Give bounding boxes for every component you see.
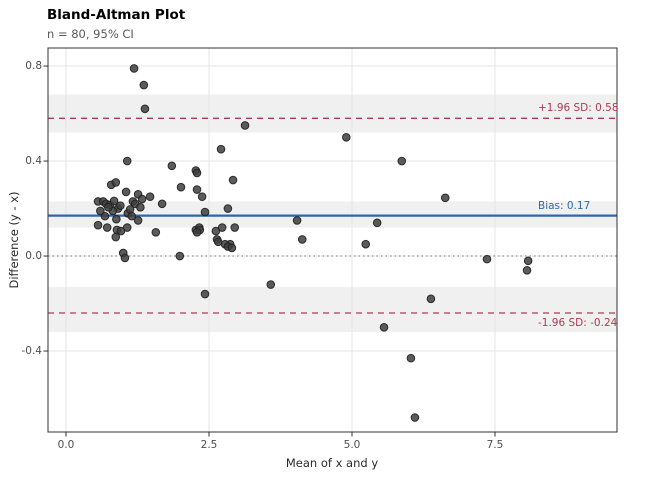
lower_loa-ci-band: [48, 286, 617, 333]
data-point: [341, 132, 351, 142]
data-point: [230, 223, 240, 232]
data-point: [133, 216, 143, 225]
x-tick-label: 2.5: [200, 439, 218, 451]
y-tick-label: 0.4: [25, 155, 42, 168]
data-point: [216, 144, 226, 154]
data-point: [116, 201, 125, 210]
data-point: [157, 199, 167, 209]
data-point: [200, 207, 210, 217]
data-point: [211, 226, 221, 236]
data-point: [192, 227, 202, 237]
data-point: [116, 226, 126, 236]
data-point: [397, 156, 407, 166]
data-point: [523, 256, 533, 266]
upper-loa-label: +1.96 SD: 0.58: [538, 102, 619, 115]
data-point: [104, 203, 113, 212]
y-tick-label: -0.4: [21, 345, 43, 358]
x-tick-label: 0.0: [57, 439, 75, 451]
data-point: [266, 280, 276, 289]
data-point: [176, 182, 186, 192]
data-point: [228, 175, 238, 185]
data-point: [111, 178, 121, 187]
data-point: [122, 223, 132, 232]
data-point: [140, 104, 150, 114]
data-point: [137, 194, 147, 204]
data-point: [361, 239, 371, 249]
data-point: [120, 253, 130, 263]
data-point: [482, 254, 492, 264]
data-point: [197, 192, 207, 201]
data-point: [372, 218, 382, 228]
data-point: [240, 121, 250, 130]
data-point: [406, 353, 416, 363]
data-point: [96, 206, 105, 216]
data-point: [145, 192, 155, 201]
data-point: [192, 168, 202, 178]
x-tick-label: 7.5: [486, 439, 504, 451]
data-point: [139, 80, 149, 90]
data-point: [93, 220, 103, 230]
data-point: [175, 251, 185, 261]
data-point: [109, 196, 119, 206]
bias-label: Bias: 0.17: [538, 199, 591, 212]
upper_loa-ci-band: [48, 94, 617, 133]
data-point: [227, 243, 237, 253]
data-point: [192, 185, 202, 194]
data-point: [522, 265, 532, 275]
data-point: [213, 237, 223, 247]
data-point: [379, 322, 389, 332]
data-point: [297, 235, 307, 244]
y-tick-label: 0.0: [25, 250, 42, 263]
data-point: [136, 203, 145, 212]
data-point: [200, 289, 210, 299]
data-point: [167, 161, 177, 171]
y-tick-label: 0.8: [25, 60, 42, 73]
y-axis-title: Difference (y - x): [7, 191, 21, 289]
x-tick-label: 5.0: [343, 439, 361, 451]
x-axis-title: Mean of x and y: [285, 456, 379, 470]
data-point: [410, 413, 420, 422]
data-point: [122, 156, 132, 166]
data-point: [112, 214, 121, 224]
data-point: [121, 187, 131, 197]
panel-border: [47, 47, 618, 433]
data-point: [111, 232, 121, 242]
data-point: [292, 216, 302, 225]
lower-loa-label: -1.96 SD: -0.24: [538, 317, 618, 330]
chart-title: Bland-Altman Plot: [47, 7, 186, 23]
data-point: [440, 193, 450, 203]
data-point: [127, 211, 137, 221]
data-point: [217, 223, 227, 232]
data-point: [223, 204, 233, 213]
data-point: [151, 227, 161, 237]
data-point: [426, 294, 436, 304]
data-point: [129, 64, 139, 73]
chart-subtitle: n = 80, 95% CI: [47, 27, 134, 41]
data-point: [102, 223, 112, 232]
